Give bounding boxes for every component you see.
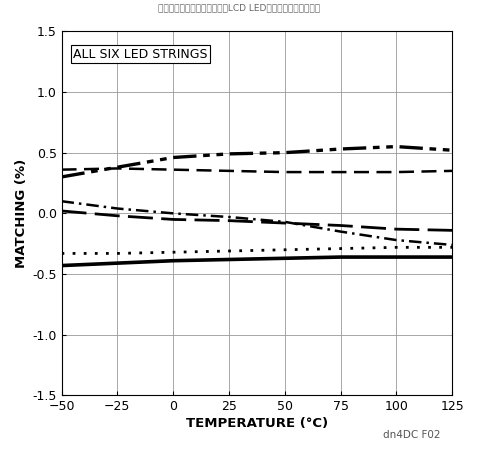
Y-axis label: MATCHING (%): MATCHING (%) bbox=[15, 159, 28, 268]
X-axis label: TEMPERATURE (°C): TEMPERATURE (°C) bbox=[186, 418, 328, 431]
Text: 快來看看，這款器件如何降低LCD LED背光源的成本和復雜性: 快來看看，這款器件如何降低LCD LED背光源的成本和復雜性 bbox=[159, 4, 320, 13]
Text: dn4DC F02: dn4DC F02 bbox=[383, 430, 441, 440]
Text: ALL SIX LED STRINGS: ALL SIX LED STRINGS bbox=[73, 48, 208, 61]
